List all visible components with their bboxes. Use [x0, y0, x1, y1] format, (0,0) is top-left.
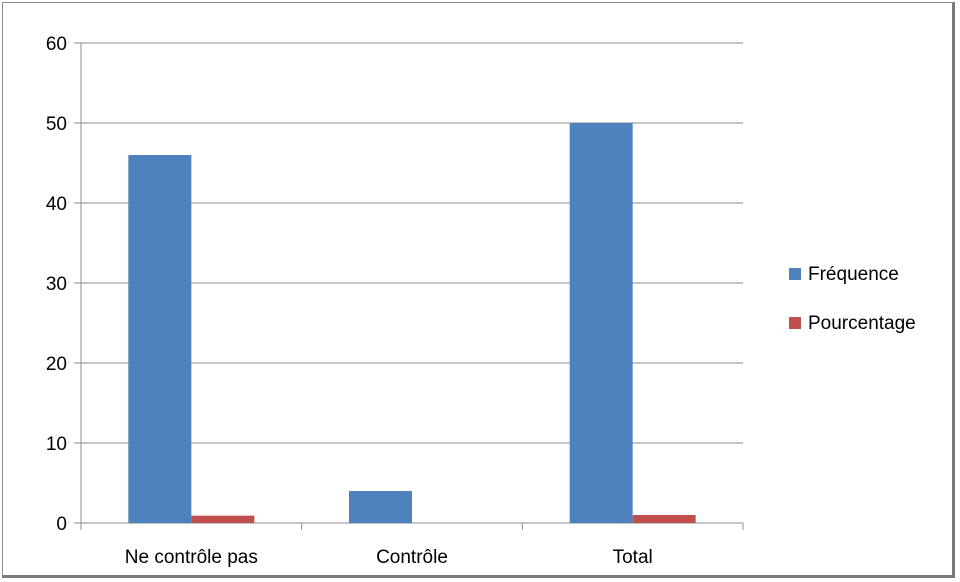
bars — [128, 123, 696, 523]
x-category-label: Contrôle — [376, 547, 448, 568]
y-tick-label: 40 — [46, 194, 67, 215]
legend-label: Pourcentage — [808, 313, 916, 334]
y-tick-label: 30 — [46, 274, 67, 295]
y-tick-label: 50 — [46, 114, 67, 135]
bar-frequence — [569, 123, 633, 523]
x-axis: Ne contrôle pas Contrôle Total — [80, 522, 744, 568]
y-tick-label: 20 — [46, 354, 67, 375]
legend-label: Fréquence — [808, 264, 899, 285]
legend: Fréquence Pourcentage — [789, 264, 916, 334]
bar-pourcentage — [632, 515, 696, 523]
x-category-label: Total — [613, 547, 653, 568]
bar-frequence — [349, 491, 412, 523]
x-category-label: Ne contrôle pas — [125, 547, 258, 568]
y-tick-label: 10 — [46, 434, 67, 455]
y-axis: 0 10 20 30 40 50 60 — [46, 34, 82, 535]
bar-pourcentage — [191, 515, 255, 523]
legend-swatch — [789, 317, 801, 329]
y-tick-label: 60 — [46, 34, 67, 55]
y-tick-label: 0 — [56, 514, 67, 535]
bar-frequence — [128, 155, 192, 523]
legend-swatch — [789, 268, 801, 280]
